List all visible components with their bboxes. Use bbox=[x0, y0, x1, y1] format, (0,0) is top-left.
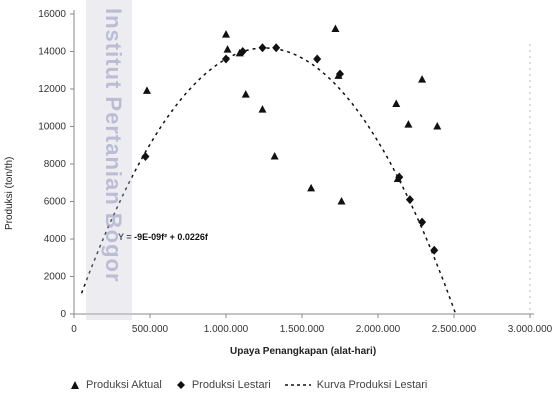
lestari-point bbox=[395, 172, 404, 182]
data-points bbox=[141, 24, 442, 255]
fitted-curve bbox=[80, 47, 457, 314]
curve-line bbox=[80, 47, 457, 314]
triangle-marker-icon bbox=[71, 381, 79, 389]
x-tick-label: 1.000.000 bbox=[204, 324, 249, 335]
lestari-point bbox=[418, 217, 427, 227]
chart-legend: Produksi Aktual Produksi Lestari Kurva P… bbox=[70, 376, 427, 394]
diamond-marker-icon bbox=[176, 381, 185, 389]
x-axis: 0 500.000 1.000.000 1.500.000 2.000.000 2.500… bbox=[71, 314, 553, 335]
plot-area bbox=[73, 10, 534, 315]
y-tick-label: 0 bbox=[60, 309, 66, 320]
legend-item-actual: Produksi Aktual bbox=[70, 379, 162, 391]
lestari-point bbox=[222, 54, 230, 64]
legend-item-curve: Kurva Produksi Lestari bbox=[284, 379, 428, 391]
actual-point bbox=[222, 30, 230, 38]
dashed-line-icon bbox=[284, 384, 311, 386]
y-tick-label: 14000 bbox=[38, 47, 66, 58]
actual-point bbox=[433, 122, 442, 130]
lestari-point bbox=[313, 54, 322, 64]
actual-point bbox=[142, 86, 151, 94]
legend-label-curve: Kurva Produksi Lestari bbox=[316, 379, 428, 391]
legend-item-lestari: Produksi Lestari bbox=[176, 379, 271, 391]
y-tick-label: 6000 bbox=[44, 197, 67, 208]
x-tick-label: 2.500.000 bbox=[432, 324, 477, 335]
lestari-point bbox=[272, 43, 281, 53]
lestari-point bbox=[405, 195, 414, 205]
x-tick-label: 3.000.000 bbox=[508, 324, 553, 335]
y-tick-label: 12000 bbox=[38, 84, 66, 95]
actual-point bbox=[258, 105, 267, 113]
x-tick-label: 2.000.000 bbox=[356, 324, 401, 335]
actual-point bbox=[337, 197, 346, 205]
watermark-text: Institut Pertanian Bogor bbox=[101, 8, 126, 283]
y-tick-label: 16000 bbox=[38, 9, 66, 20]
x-tick-label: 500.000 bbox=[132, 324, 169, 335]
actual-point bbox=[404, 120, 413, 128]
lestari-point bbox=[336, 69, 344, 79]
lestari-point bbox=[258, 43, 267, 53]
x-tick-label: 1.500.000 bbox=[280, 324, 325, 335]
actual-point bbox=[418, 75, 427, 83]
actual-point bbox=[331, 24, 340, 32]
y-axis: 0 2000 4000 6000 8000 10000 12000 14000 16000 bbox=[38, 9, 74, 320]
lestari-point bbox=[141, 152, 150, 161]
equation-label: Y = -9E-09f² + 0.0226f bbox=[118, 232, 209, 242]
lestari-point bbox=[238, 47, 247, 56]
lestari-point bbox=[430, 245, 439, 255]
y-tick-label: 8000 bbox=[44, 159, 67, 170]
y-axis-title: Produksi (ton/th) bbox=[4, 157, 15, 230]
legend-label-actual: Produksi Aktual bbox=[86, 379, 162, 391]
actual-point bbox=[241, 90, 250, 98]
y-tick-label: 10000 bbox=[38, 122, 66, 133]
watermark-band bbox=[86, 0, 132, 320]
y-tick-label: 2000 bbox=[44, 272, 67, 283]
legend-label-lestari: Produksi Lestari bbox=[191, 379, 271, 391]
y-tick-label: 4000 bbox=[44, 234, 67, 245]
actual-point bbox=[392, 99, 401, 107]
actual-point bbox=[223, 45, 232, 53]
x-axis-title: Upaya Penangkapan (alat-hari) bbox=[230, 346, 376, 357]
actual-point bbox=[307, 183, 316, 192]
x-tick-label: 0 bbox=[71, 324, 77, 335]
actual-point bbox=[270, 152, 279, 160]
